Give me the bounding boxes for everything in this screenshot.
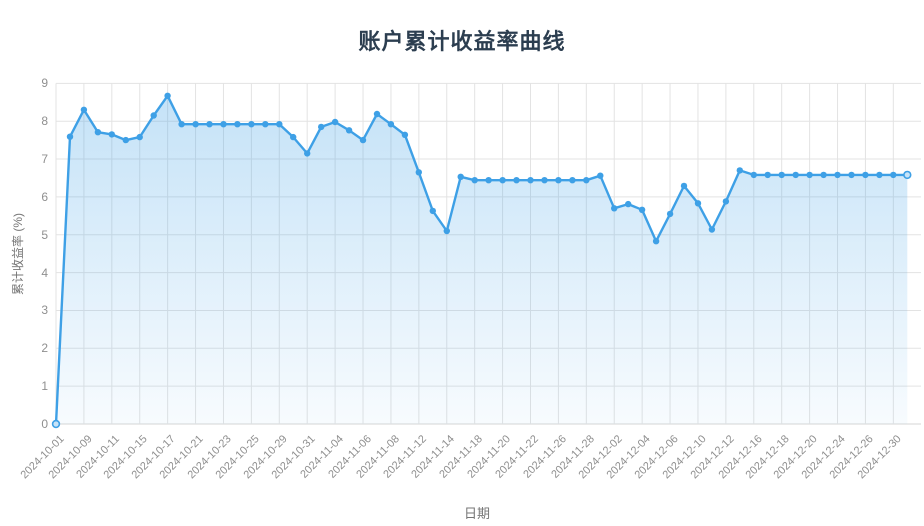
y-tick-label: 2 [41, 341, 48, 356]
y-tick-label: 0 [41, 417, 48, 431]
data-point [415, 169, 422, 176]
data-point [220, 121, 227, 128]
data-point [903, 170, 912, 180]
data-point [806, 171, 813, 179]
data-point [792, 171, 799, 179]
chart-title: 账户累计收益率曲线 [358, 29, 566, 54]
data-point [276, 121, 283, 128]
data-point [764, 171, 771, 179]
data-point [387, 121, 395, 128]
y-tick-label: 8 [41, 114, 48, 129]
y-tick-label: 3 [41, 303, 48, 318]
y-axis-title: 累计收益率 (%) [11, 213, 25, 295]
data-point [876, 171, 883, 179]
y-tick-label: 1 [41, 379, 48, 394]
data-point [122, 136, 129, 144]
data-point [290, 133, 297, 141]
data-point [94, 129, 102, 136]
data-point [555, 177, 562, 184]
data-point [527, 177, 534, 184]
data-point [708, 226, 716, 233]
data-point [401, 131, 409, 138]
y-tick-label: 7 [41, 152, 48, 167]
data-point [652, 238, 660, 245]
data-point [513, 177, 520, 184]
data-point [373, 110, 381, 118]
data-point [248, 121, 255, 128]
data-point [359, 136, 367, 144]
data-point [331, 118, 339, 126]
y-tick-label: 9 [41, 76, 48, 91]
data-point [206, 121, 213, 128]
data-point [597, 172, 604, 179]
area-fill [56, 95, 908, 425]
data-point [262, 121, 269, 128]
data-point [178, 121, 185, 128]
data-point [569, 177, 576, 184]
data-point [736, 167, 743, 174]
data-point [66, 133, 74, 140]
data-point [694, 200, 702, 207]
data-point [722, 198, 730, 205]
data-point [890, 171, 897, 179]
data-point [164, 92, 171, 100]
data-point [638, 206, 646, 213]
data-point [304, 150, 311, 157]
data-point [80, 106, 88, 114]
data-point [778, 171, 785, 179]
y-tick-label: 6 [41, 189, 48, 204]
data-point [108, 131, 116, 138]
y-tick-label: 4 [41, 265, 48, 280]
data-point [457, 173, 464, 180]
data-point [136, 133, 143, 141]
data-point [443, 227, 450, 235]
data-point [848, 171, 855, 179]
data-point [499, 177, 506, 184]
data-point [471, 177, 478, 184]
data-point [862, 171, 869, 179]
data-point [150, 112, 157, 119]
data-point [820, 171, 827, 179]
data-point [541, 177, 548, 184]
data-point [192, 121, 199, 128]
data-point [345, 127, 353, 134]
data-point [51, 419, 61, 429]
data-point [834, 171, 841, 179]
data-point [485, 177, 492, 184]
data-point [234, 121, 241, 128]
data-point [583, 177, 590, 184]
x-axis-title: 日期 [463, 506, 490, 521]
data-point [625, 200, 632, 208]
data-point [680, 182, 688, 190]
data-point [750, 171, 757, 179]
data-point [429, 207, 436, 215]
data-point [611, 205, 618, 212]
data-point [666, 210, 674, 218]
data-point [318, 123, 325, 131]
y-tick-label: 5 [41, 227, 48, 242]
